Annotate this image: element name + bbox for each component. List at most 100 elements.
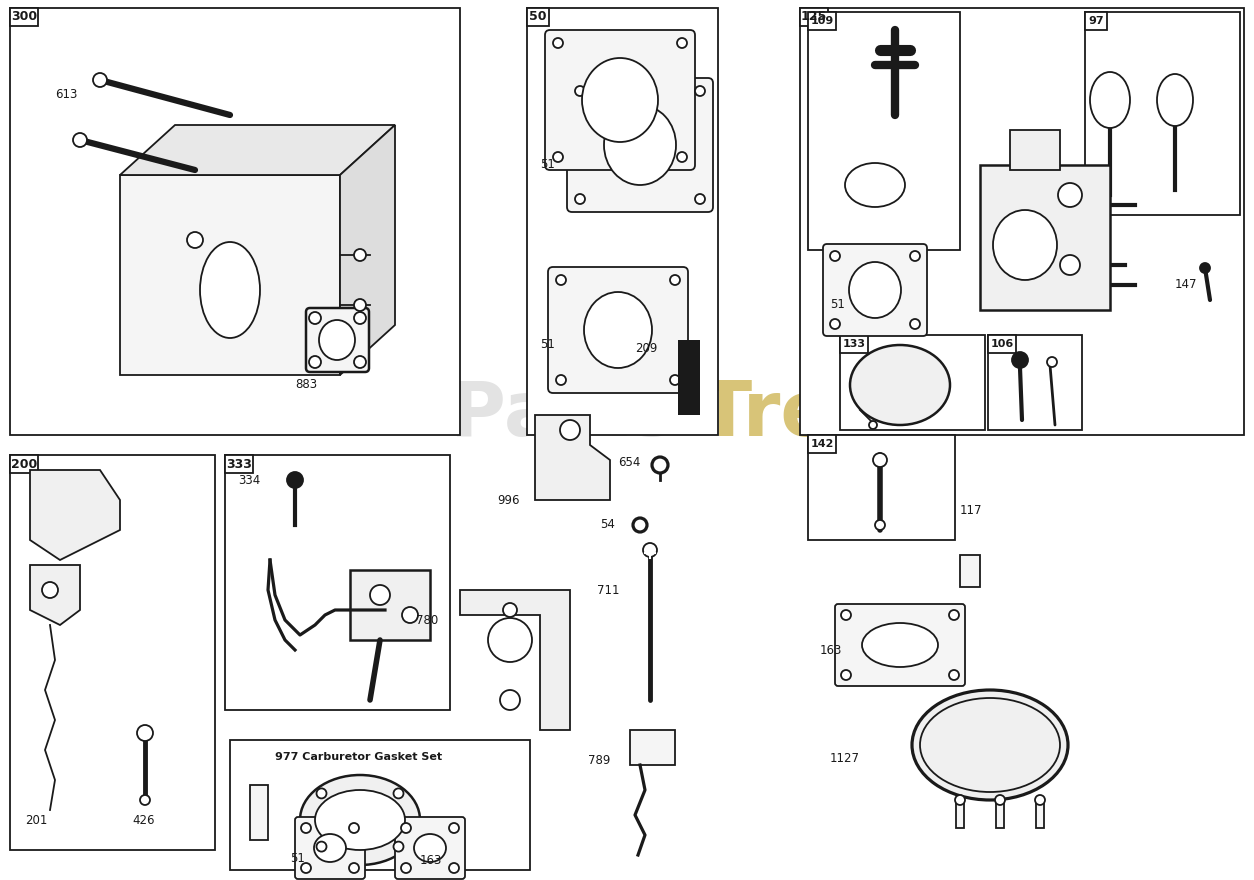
Ellipse shape [1090, 72, 1130, 128]
Text: 1127: 1127 [830, 752, 860, 765]
Text: 789: 789 [588, 753, 609, 766]
Ellipse shape [315, 790, 405, 850]
Circle shape [910, 319, 920, 329]
Circle shape [841, 670, 851, 680]
Text: 147: 147 [1175, 278, 1198, 291]
Text: 334: 334 [238, 473, 260, 487]
Circle shape [73, 133, 87, 147]
Polygon shape [460, 590, 571, 730]
FancyBboxPatch shape [548, 267, 688, 393]
Circle shape [652, 457, 668, 473]
Circle shape [140, 795, 150, 805]
Text: 613: 613 [55, 89, 78, 101]
Bar [996, 800, 1004, 828]
Circle shape [949, 610, 959, 620]
Circle shape [349, 863, 359, 873]
Circle shape [949, 670, 959, 680]
Bar [988, 335, 1016, 353]
Circle shape [910, 251, 920, 261]
Text: 209: 209 [635, 341, 657, 355]
Circle shape [349, 823, 359, 833]
FancyBboxPatch shape [835, 604, 966, 686]
Circle shape [956, 795, 966, 805]
Bar [961, 555, 979, 587]
Ellipse shape [920, 698, 1060, 792]
Bar [840, 335, 984, 430]
Circle shape [308, 356, 321, 368]
Bar [350, 570, 430, 640]
FancyBboxPatch shape [306, 308, 369, 372]
Circle shape [500, 690, 520, 710]
Bar [224, 455, 253, 473]
Bar [1085, 12, 1107, 30]
Polygon shape [30, 470, 120, 560]
Circle shape [394, 788, 404, 798]
Circle shape [994, 795, 1004, 805]
Bar [10, 8, 38, 26]
Circle shape [556, 275, 566, 285]
Bar [800, 8, 1244, 435]
Ellipse shape [604, 105, 676, 185]
Circle shape [576, 194, 586, 204]
Bar [808, 12, 836, 30]
Ellipse shape [314, 834, 346, 862]
Text: 163: 163 [820, 643, 843, 656]
Circle shape [1200, 263, 1210, 273]
Bar [979, 165, 1110, 310]
Circle shape [677, 38, 687, 48]
Circle shape [553, 38, 563, 48]
Bar [10, 455, 214, 850]
Text: 977 Carburetor Gasket Set: 977 Carburetor Gasket Set [275, 752, 443, 762]
Circle shape [695, 194, 705, 204]
Circle shape [301, 823, 311, 833]
Circle shape [553, 152, 563, 162]
Bar [250, 785, 268, 840]
Text: 711: 711 [597, 583, 619, 597]
Text: 109: 109 [810, 16, 834, 26]
Text: 780: 780 [416, 613, 438, 627]
Circle shape [401, 823, 411, 833]
Bar [224, 455, 450, 710]
Circle shape [449, 823, 459, 833]
Polygon shape [30, 565, 80, 625]
Text: 51: 51 [290, 852, 305, 864]
Polygon shape [340, 125, 395, 375]
Text: Parts: Parts [450, 378, 675, 452]
Circle shape [301, 863, 311, 873]
Circle shape [316, 841, 326, 852]
Circle shape [873, 453, 887, 467]
Text: 51: 51 [830, 298, 845, 312]
Text: 97: 97 [1088, 16, 1104, 26]
Circle shape [1060, 255, 1080, 275]
Ellipse shape [993, 210, 1057, 280]
Text: 201: 201 [25, 813, 48, 826]
Text: 883: 883 [295, 378, 317, 392]
Text: 106: 106 [991, 339, 1013, 349]
Circle shape [677, 152, 687, 162]
Text: 117: 117 [961, 503, 982, 517]
Text: 426: 426 [132, 813, 154, 826]
Ellipse shape [300, 775, 420, 865]
Bar [840, 335, 868, 353]
Circle shape [354, 299, 366, 311]
Circle shape [187, 232, 203, 248]
Circle shape [449, 863, 459, 873]
FancyBboxPatch shape [395, 817, 465, 879]
Bar [800, 8, 828, 26]
Circle shape [1012, 352, 1028, 368]
Circle shape [670, 375, 680, 385]
Ellipse shape [582, 58, 658, 142]
Circle shape [633, 518, 647, 532]
Text: 54: 54 [599, 518, 614, 532]
Text: Tree: Tree [700, 378, 885, 452]
FancyBboxPatch shape [823, 244, 927, 336]
FancyBboxPatch shape [567, 78, 714, 212]
Ellipse shape [850, 345, 951, 425]
Text: 142: 142 [810, 439, 834, 449]
Text: 300: 300 [11, 11, 38, 24]
Polygon shape [535, 415, 609, 500]
Text: 200: 200 [11, 458, 38, 471]
Circle shape [561, 420, 581, 440]
Bar [956, 800, 964, 828]
Ellipse shape [849, 262, 902, 318]
